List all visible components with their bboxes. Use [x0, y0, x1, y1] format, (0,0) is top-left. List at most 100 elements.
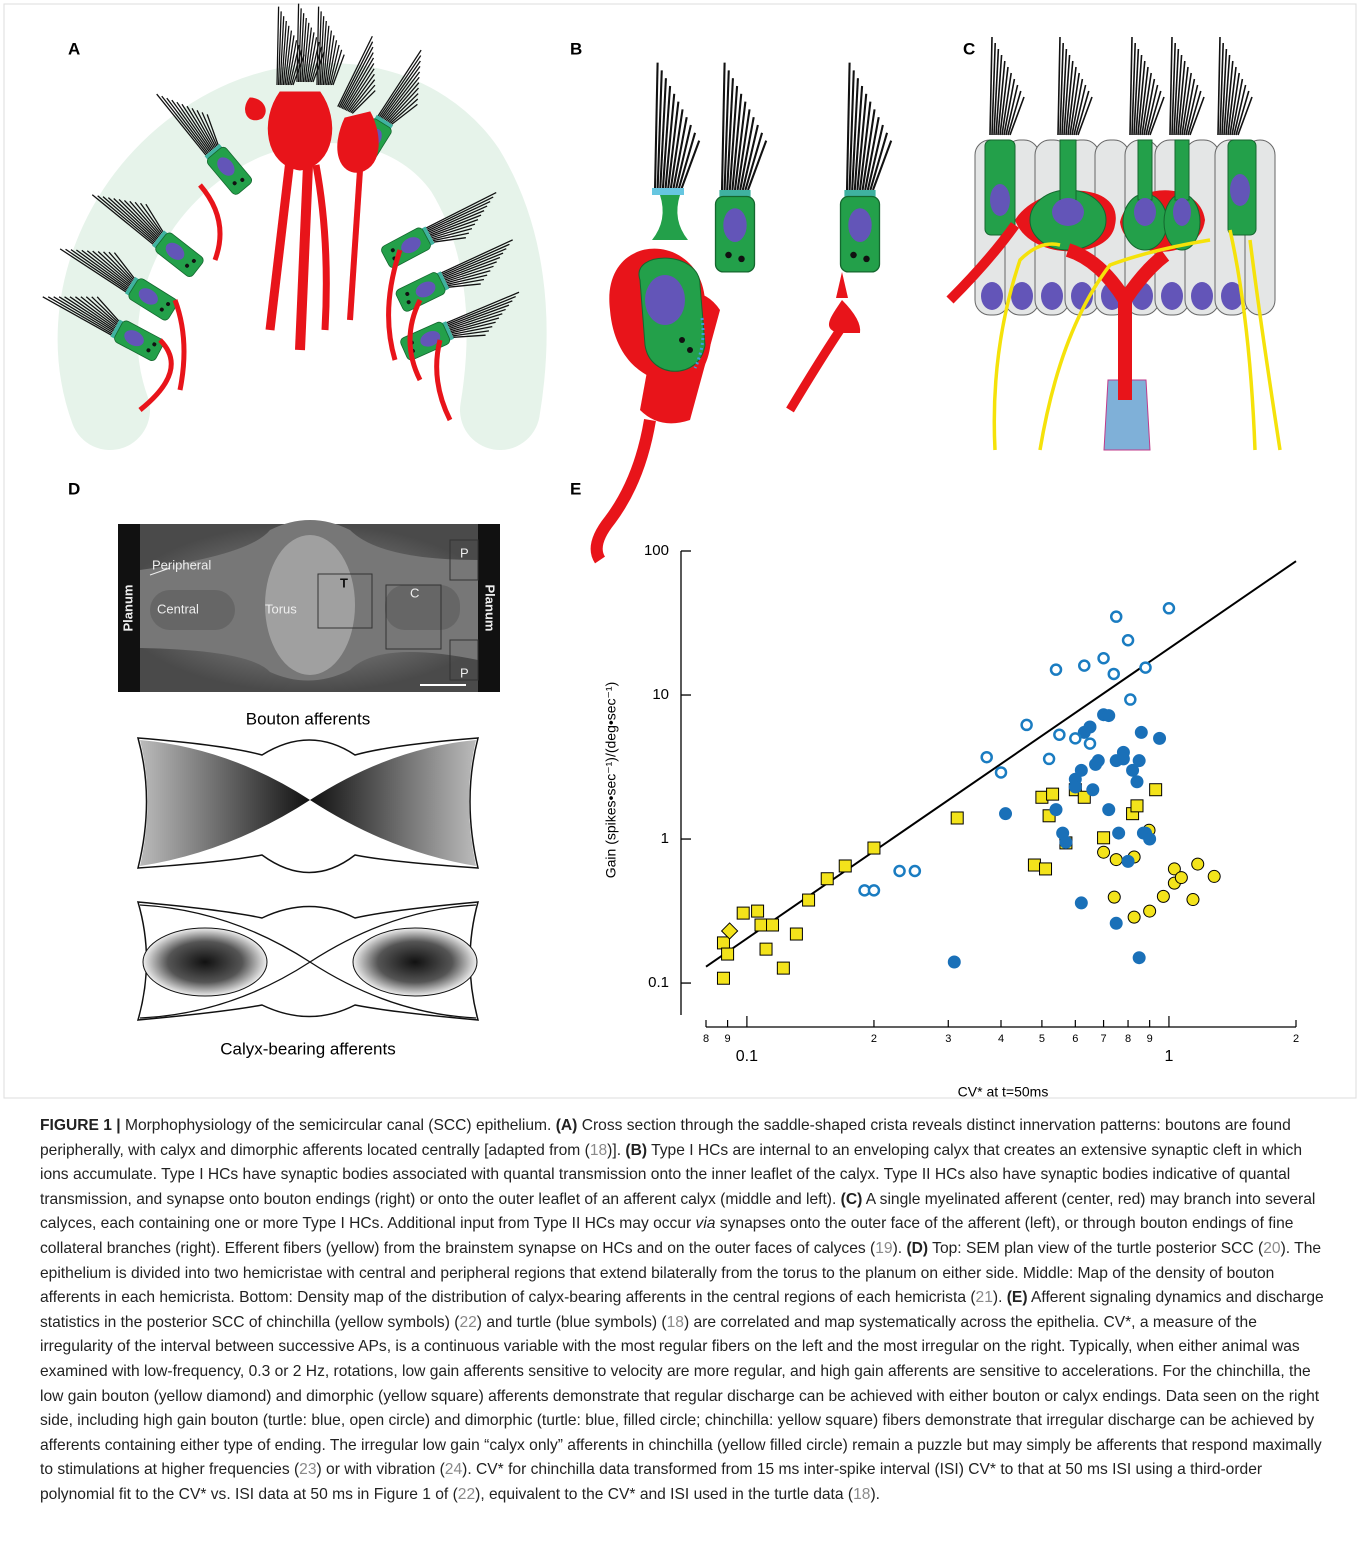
- sem-label: T: [340, 575, 348, 590]
- circle-point: [1133, 952, 1145, 964]
- square-point: [752, 905, 764, 917]
- fit-line: [706, 561, 1296, 966]
- circle-point: [1092, 755, 1104, 767]
- y-tick-label: 1: [661, 830, 669, 847]
- square-point: [1098, 832, 1110, 844]
- caption-text: (B): [625, 1142, 647, 1159]
- circle-point: [1110, 917, 1122, 929]
- caption-text: 22: [458, 1486, 475, 1503]
- x-tick-label: 5: [1039, 1033, 1045, 1045]
- x-tick-label: 8: [703, 1033, 709, 1045]
- x-axis-label: CV* at t=50ms: [958, 1084, 1049, 1100]
- square-point: [1047, 788, 1059, 800]
- open-circle-point: [1125, 695, 1135, 705]
- open-circle-point: [1022, 720, 1032, 730]
- sem-label: Central: [157, 601, 199, 616]
- figure: A B C D E Planum Planum Peripheral Centr…: [0, 0, 1360, 1104]
- square-point: [1150, 784, 1162, 796]
- open-circle-point: [1164, 603, 1174, 613]
- x-tick-label: 9: [725, 1033, 731, 1045]
- open-circle-point: [1070, 733, 1080, 743]
- open-circle-point: [1141, 663, 1151, 673]
- circle-point: [1144, 905, 1156, 917]
- open-circle-point: [1123, 635, 1133, 645]
- caption-text: ).: [870, 1486, 880, 1503]
- square-point: [821, 873, 833, 885]
- open-circle-point: [895, 866, 905, 876]
- open-circle-point: [1109, 669, 1119, 679]
- circle-point: [1108, 891, 1120, 903]
- circle-point: [1113, 827, 1125, 839]
- open-circle-point: [982, 752, 992, 762]
- x-tick-label: 2: [871, 1033, 877, 1045]
- square-point: [803, 894, 815, 906]
- caption-text: 18: [853, 1486, 870, 1503]
- caption-text: 21: [976, 1289, 993, 1306]
- panel-label: C: [963, 39, 975, 58]
- square-point: [868, 842, 880, 854]
- calyx-density-map: [138, 902, 478, 1020]
- circle-point: [1175, 872, 1187, 884]
- sem-label: Planum: [483, 585, 498, 632]
- panel-label: B: [570, 39, 582, 58]
- scatter-chart: Gain (spikes•sec⁻¹)/(deg•sec⁻¹) CV* at t…: [603, 542, 1299, 1100]
- sem-label: Torus: [265, 601, 297, 616]
- caption-text: ) are correlated and map systematically …: [40, 1314, 1322, 1479]
- caption-text: (D): [906, 1240, 928, 1257]
- panel-b-illustration: [597, 63, 892, 560]
- x-tick-label: 3: [945, 1033, 951, 1045]
- caption-text: ) and turtle (blue symbols) (: [477, 1314, 667, 1331]
- density-map-title: Bouton afferents: [246, 709, 370, 728]
- open-circle-point: [1111, 612, 1121, 622]
- panel-c-illustration: [950, 37, 1280, 450]
- open-circle-point: [1051, 665, 1061, 675]
- x-tick-label: 0.1: [736, 1048, 758, 1065]
- x-tick-label: 2: [1293, 1033, 1299, 1045]
- circle-point: [1135, 726, 1147, 738]
- caption-text: (A): [556, 1117, 578, 1134]
- caption-text: 18: [590, 1142, 607, 1159]
- open-circle-point: [996, 767, 1006, 777]
- circle-point: [1050, 804, 1062, 816]
- bouton-density-map: [138, 738, 478, 873]
- open-circle-point: [1085, 739, 1095, 749]
- caption-text: ) or with vibration (: [317, 1461, 445, 1478]
- square-point: [1131, 800, 1143, 812]
- circle-point: [1098, 846, 1110, 858]
- circle-point: [1154, 732, 1166, 744]
- circle-point: [1087, 784, 1099, 796]
- square-point: [755, 919, 767, 931]
- circle-point: [948, 956, 960, 968]
- caption-text: ).: [993, 1289, 1007, 1306]
- panel-d-sem: Planum Planum Peripheral Central Torus T…: [118, 520, 500, 692]
- panel-label: D: [68, 479, 80, 498]
- caption-text: )].: [607, 1142, 625, 1159]
- square-point: [760, 943, 772, 955]
- circle-point: [1144, 833, 1156, 845]
- caption-text: 18: [667, 1314, 684, 1331]
- circle-point: [1187, 894, 1199, 906]
- square-point: [717, 972, 729, 984]
- caption-text: Morphophysiology of the semicircular can…: [125, 1117, 556, 1134]
- page: {"panel_labels":["A","B","C","D","E"], "…: [0, 0, 1360, 1564]
- density-map-title: Calyx-bearing afferents: [220, 1039, 395, 1058]
- caption-text: (C): [841, 1191, 863, 1208]
- square-point: [839, 860, 851, 872]
- y-tick-label: 100: [644, 542, 669, 559]
- square-point: [717, 937, 729, 949]
- circle-point: [1084, 721, 1096, 733]
- x-tick-label: 9: [1147, 1033, 1153, 1045]
- open-circle-point: [1079, 661, 1089, 671]
- circle-point: [1103, 710, 1115, 722]
- sem-label: C: [410, 585, 419, 600]
- circle-point: [1075, 764, 1087, 776]
- open-circle-point: [1054, 730, 1064, 740]
- circle-point: [1122, 855, 1134, 867]
- square-point: [767, 919, 779, 931]
- circle-point: [1131, 776, 1143, 788]
- caption-text: (E): [1007, 1289, 1028, 1306]
- panel-label: A: [68, 39, 80, 58]
- circle-point: [1110, 854, 1122, 866]
- caption-text: 19: [875, 1240, 892, 1257]
- sem-label: P: [460, 665, 469, 680]
